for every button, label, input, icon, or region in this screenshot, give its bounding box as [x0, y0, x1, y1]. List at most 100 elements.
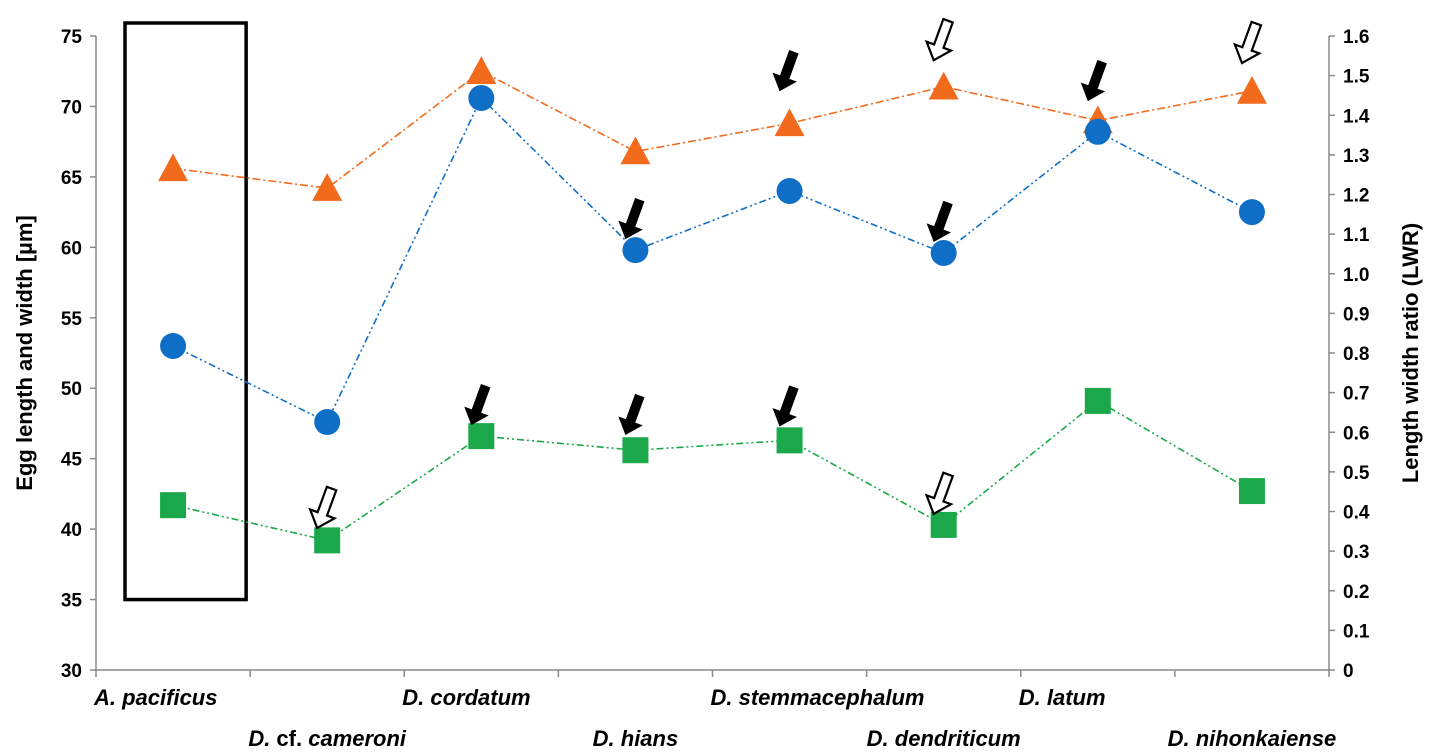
y2-tick-label: 0.6 — [1343, 423, 1369, 444]
x-category-label-part: D. latum — [1019, 685, 1106, 710]
series-circle-line — [172, 96, 1253, 424]
square-marker — [468, 423, 495, 450]
labels: 30 35 40 45 50 55 60 65 70 75 0 0.1 0.2 0.3 0.4 0.5 0.6 0… — [12, 27, 1423, 751]
x-category-label: D. nihonkaiense — [1168, 726, 1337, 751]
filled-arrow-shape — [618, 197, 645, 240]
x-category-label-part: cameroni — [308, 726, 407, 751]
square-marker — [160, 492, 187, 519]
y2-tick-label: 1.6 — [1343, 27, 1369, 48]
filled-arrow-shape — [1080, 59, 1107, 102]
y-tick-label: 70 — [61, 97, 82, 118]
series-square-line — [172, 399, 1253, 542]
highlight-box-group — [123, 21, 248, 602]
square-marker — [930, 511, 957, 538]
open-arrow-icon — [924, 17, 955, 62]
y2-tick-label: 0.4 — [1343, 503, 1370, 524]
triangle-marker — [158, 153, 189, 182]
open-arrow-icon — [308, 485, 338, 530]
circle-marker — [930, 239, 957, 266]
axes — [90, 35, 1335, 677]
filled-arrow-icon — [926, 200, 953, 242]
circle-marker — [314, 409, 341, 436]
y2-tick-label: 1.3 — [1343, 146, 1369, 167]
x-category-label-part: cf. — [270, 726, 308, 751]
x-category-label: D. cf. cameroni — [248, 726, 407, 751]
y2-axis-title: Length width ratio (LWR) — [1398, 223, 1423, 483]
y-tick-label: 35 — [61, 591, 83, 612]
highlight-box — [123, 21, 248, 602]
triangle-marker — [774, 108, 805, 137]
circle-marker — [1238, 199, 1265, 226]
filled-arrow-icon — [772, 50, 799, 92]
y2-tick-label: 1.0 — [1343, 265, 1369, 286]
triangle-marker — [928, 71, 959, 100]
circle-marker — [468, 84, 495, 111]
x-category-label-part: D. hians — [593, 726, 679, 751]
square-marker — [1238, 478, 1265, 505]
x-category-label: D. latum — [1019, 685, 1106, 710]
filled-arrow-icon — [464, 383, 491, 426]
x-category-label: A. pacificus — [93, 685, 217, 710]
y-tick-label: 55 — [61, 309, 83, 330]
triangle-marker — [1236, 75, 1267, 104]
filled-arrow-icon — [618, 393, 645, 435]
filled-arrow-icon — [1080, 59, 1107, 102]
y2-tick-label: 0.7 — [1343, 384, 1369, 405]
x-category-label-part: D. cordatum — [402, 685, 530, 710]
y2-tick-label: 0.2 — [1343, 582, 1369, 603]
filled-arrow-shape — [464, 383, 491, 426]
filled-arrow-shape — [772, 385, 799, 427]
open-arrow-shape — [308, 485, 338, 530]
y-tick-label: 65 — [61, 168, 83, 189]
triangle-marker — [466, 56, 497, 84]
square-marker — [314, 527, 341, 554]
y2-tick-label: 0.3 — [1343, 542, 1369, 563]
x-category-label: D. cordatum — [402, 685, 530, 710]
triangle-marker — [312, 173, 343, 201]
y2-tick-label: 1.2 — [1343, 186, 1369, 207]
triangle-marker — [620, 136, 651, 165]
square-marker — [1084, 387, 1111, 414]
open-arrow-shape — [924, 17, 955, 62]
y-tick-label: 45 — [61, 450, 83, 471]
open-arrow-icon — [1232, 20, 1263, 65]
filled-arrow-shape — [618, 393, 645, 435]
circle-marker — [1084, 118, 1111, 145]
filled-arrow-shape — [772, 50, 799, 92]
x-category-label: D. stemmacephalum — [711, 685, 925, 710]
y2-tick-label: 0.9 — [1343, 304, 1369, 325]
x-category-label-part: D. stemmacephalum — [711, 685, 925, 710]
square-marker — [776, 427, 803, 454]
x-category-label: D. hians — [593, 726, 679, 751]
x-category-label: D. dendriticum — [867, 726, 1021, 751]
y2-tick-label: 1.1 — [1343, 225, 1370, 246]
y-tick-label: 40 — [61, 520, 82, 541]
series-triangle-line — [172, 70, 1253, 189]
x-category-label-part: D. — [248, 726, 270, 751]
circle-marker — [776, 177, 803, 204]
x-category-label-part: D. nihonkaiense — [1168, 726, 1337, 751]
filled-arrow-icon — [618, 197, 645, 240]
arrow-annotations — [308, 17, 1263, 530]
x-category-label-part: A. pacificus — [93, 685, 217, 710]
y2-tick-label: 1.5 — [1343, 67, 1370, 88]
filled-arrow-icon — [772, 385, 799, 427]
circle-marker — [160, 332, 187, 359]
y-tick-label: 75 — [61, 27, 83, 48]
y-tick-label: 30 — [61, 661, 82, 682]
series-group — [158, 56, 1267, 554]
circle-marker — [622, 237, 649, 264]
filled-arrow-shape — [926, 200, 953, 242]
y2-tick-label: 1.4 — [1343, 106, 1370, 127]
open-arrow-shape — [924, 471, 955, 516]
y-tick-label: 60 — [61, 238, 82, 259]
y2-tick-label: 0.8 — [1343, 344, 1369, 365]
y2-tick-label: 0.1 — [1343, 621, 1370, 642]
y2-tick-label: 0.5 — [1343, 463, 1370, 484]
x-category-label-part: D. dendriticum — [867, 726, 1021, 751]
y2-tick-label: 0 — [1343, 661, 1354, 682]
open-arrow-icon — [924, 471, 955, 516]
y-tick-label: 50 — [61, 379, 82, 400]
y-axis-title: Egg length and width [µm] — [12, 215, 37, 490]
